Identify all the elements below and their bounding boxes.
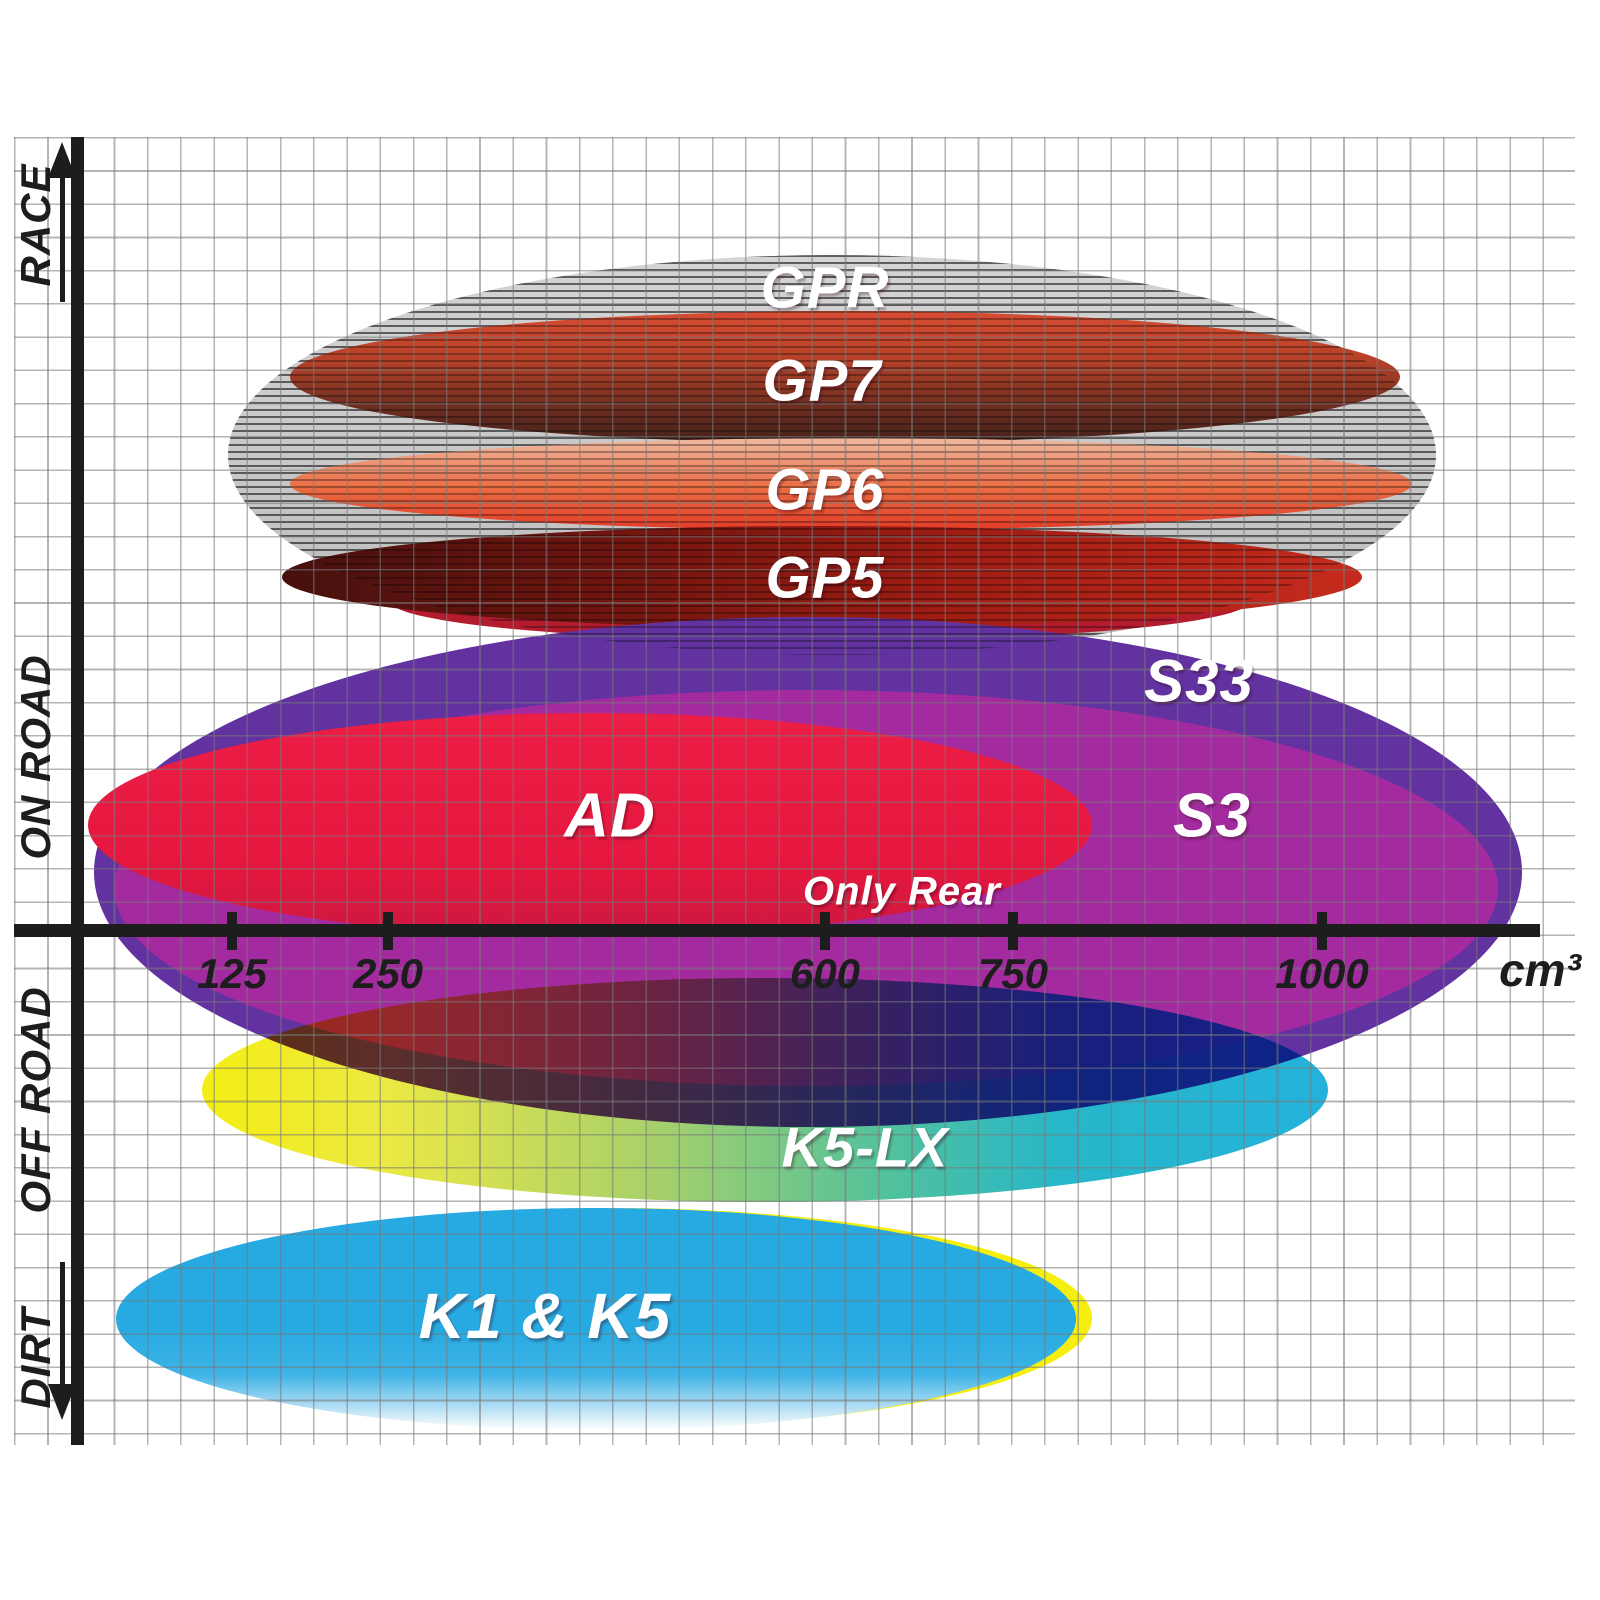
region-gp7-label: GP7 — [762, 348, 882, 414]
x-tick-750 — [1008, 912, 1018, 950]
y-axis-label-dirt: DIRT — [12, 1307, 59, 1409]
x-axis-unit: cm³ — [1499, 944, 1581, 996]
region-ad-label: AD — [564, 781, 656, 851]
region-k5-lx-label: K5-LX — [781, 1115, 949, 1179]
y-axis-label-on-road: ON ROAD — [12, 654, 59, 860]
x-tick-250 — [383, 912, 393, 950]
x-tick-label-250: 250 — [352, 950, 424, 997]
x-tick-label-1000: 1000 — [1275, 950, 1369, 997]
region-gpr-label: GPR — [760, 255, 890, 321]
region-s3-label: S3 — [1173, 781, 1251, 851]
dirt-arrow-shaft — [60, 1262, 65, 1386]
x-tick-600 — [820, 912, 830, 950]
x-axis-line — [14, 924, 1540, 937]
x-tick-125 — [227, 912, 237, 950]
x-tick-label-600: 600 — [789, 950, 861, 997]
y-axis-line — [71, 137, 84, 1445]
region-gp5-label: GP5 — [765, 545, 885, 611]
race-arrow-shaft — [60, 170, 65, 302]
region-gp6-label: GP6 — [765, 457, 885, 523]
region-k5-lx-ellipse — [202, 978, 1328, 1202]
x-tick-label-125: 125 — [196, 950, 268, 997]
y-axis-label-off-road: OFF ROAD — [12, 986, 59, 1214]
annotation-only-rear: Only Rear — [803, 869, 1001, 914]
x-tick-label-750: 750 — [977, 950, 1049, 997]
region-s33-label: S33 — [1144, 647, 1254, 715]
region-k1k5-label: K1 & K5 — [418, 1280, 672, 1352]
x-tick-1000 — [1317, 912, 1327, 950]
y-axis-label-race: RACE — [12, 163, 59, 287]
